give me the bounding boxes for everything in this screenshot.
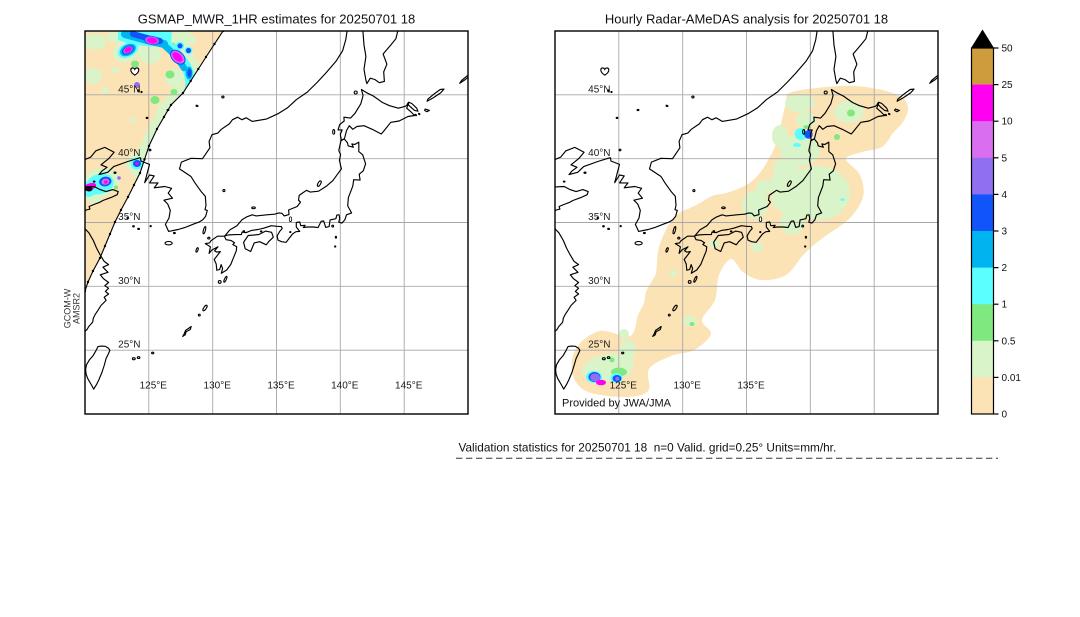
svg-text:0.5: 0.5 — [1002, 336, 1016, 347]
svg-text:145°E: 145°E — [395, 381, 423, 392]
svg-text:35°N: 35°N — [118, 212, 140, 223]
svg-text:Provided by JWA/JMA: Provided by JWA/JMA — [562, 398, 672, 410]
svg-text:GSMAP_MWR_1HR estimates for 20: GSMAP_MWR_1HR estimates for 20250701 18 — [138, 11, 415, 26]
svg-text:40°N: 40°N — [588, 148, 610, 159]
svg-text:40°N: 40°N — [118, 148, 140, 159]
svg-text:GCOM-W: GCOM-W — [63, 288, 73, 328]
svg-text:125°E: 125°E — [140, 381, 168, 392]
svg-text:Validation statistics for 2025: Validation statistics for 20250701 18 n=… — [459, 441, 837, 455]
svg-text:30°N: 30°N — [118, 276, 140, 287]
svg-text:3: 3 — [1002, 227, 1008, 238]
svg-text:AMSR2: AMSR2 — [72, 293, 82, 324]
svg-text:25°N: 25°N — [588, 340, 610, 351]
svg-text:135°E: 135°E — [267, 381, 295, 392]
svg-text:125°E: 125°E — [610, 381, 638, 392]
svg-text:0.01: 0.01 — [1002, 373, 1022, 384]
svg-text:35°N: 35°N — [588, 212, 610, 223]
svg-text:50: 50 — [1002, 44, 1014, 55]
svg-text:135°E: 135°E — [737, 381, 765, 392]
svg-text:5: 5 — [1002, 153, 1008, 164]
svg-text:130°E: 130°E — [674, 381, 702, 392]
svg-text:Hourly Radar-AMeDAS analysis f: Hourly Radar-AMeDAS analysis for 2025070… — [605, 11, 888, 26]
svg-text:10: 10 — [1002, 117, 1014, 128]
svg-text:45°N: 45°N — [588, 84, 610, 95]
svg-text:0: 0 — [1002, 410, 1008, 421]
svg-text:30°N: 30°N — [588, 276, 610, 287]
svg-text:25°N: 25°N — [118, 340, 140, 351]
svg-text:25: 25 — [1002, 80, 1014, 91]
svg-text:4: 4 — [1002, 190, 1008, 201]
svg-text:130°E: 130°E — [204, 381, 232, 392]
svg-text:2: 2 — [1002, 263, 1008, 274]
svg-text:140°E: 140°E — [331, 381, 359, 392]
svg-text:45°N: 45°N — [118, 84, 140, 95]
svg-text:1: 1 — [1002, 300, 1008, 311]
